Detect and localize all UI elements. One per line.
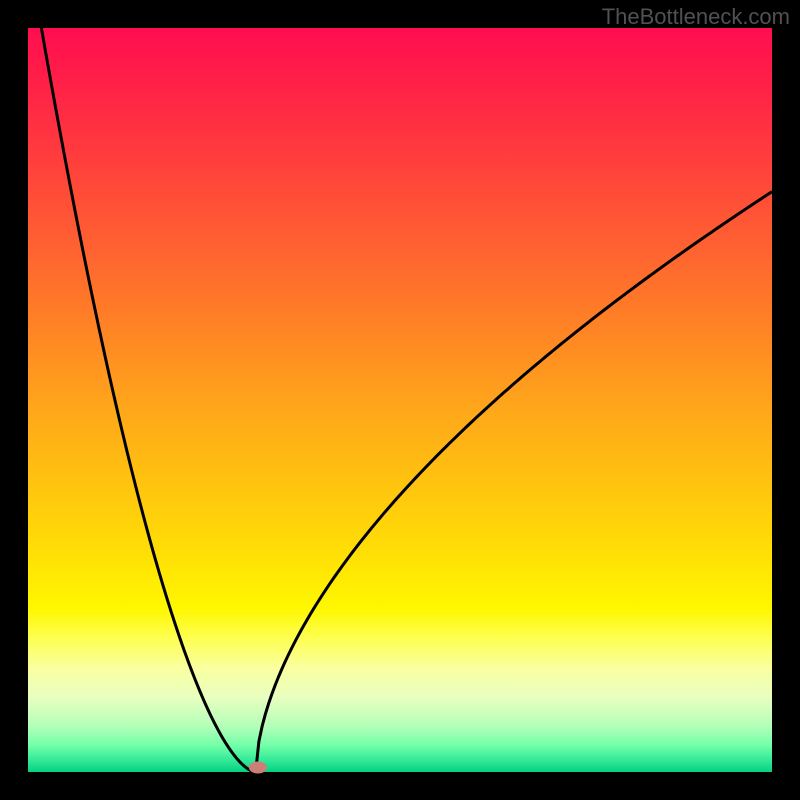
chart-svg (0, 0, 800, 800)
watermark-text: TheBottleneck.com (602, 4, 790, 30)
optimum-marker (249, 762, 267, 774)
bottleneck-chart: TheBottleneck.com (0, 0, 800, 800)
